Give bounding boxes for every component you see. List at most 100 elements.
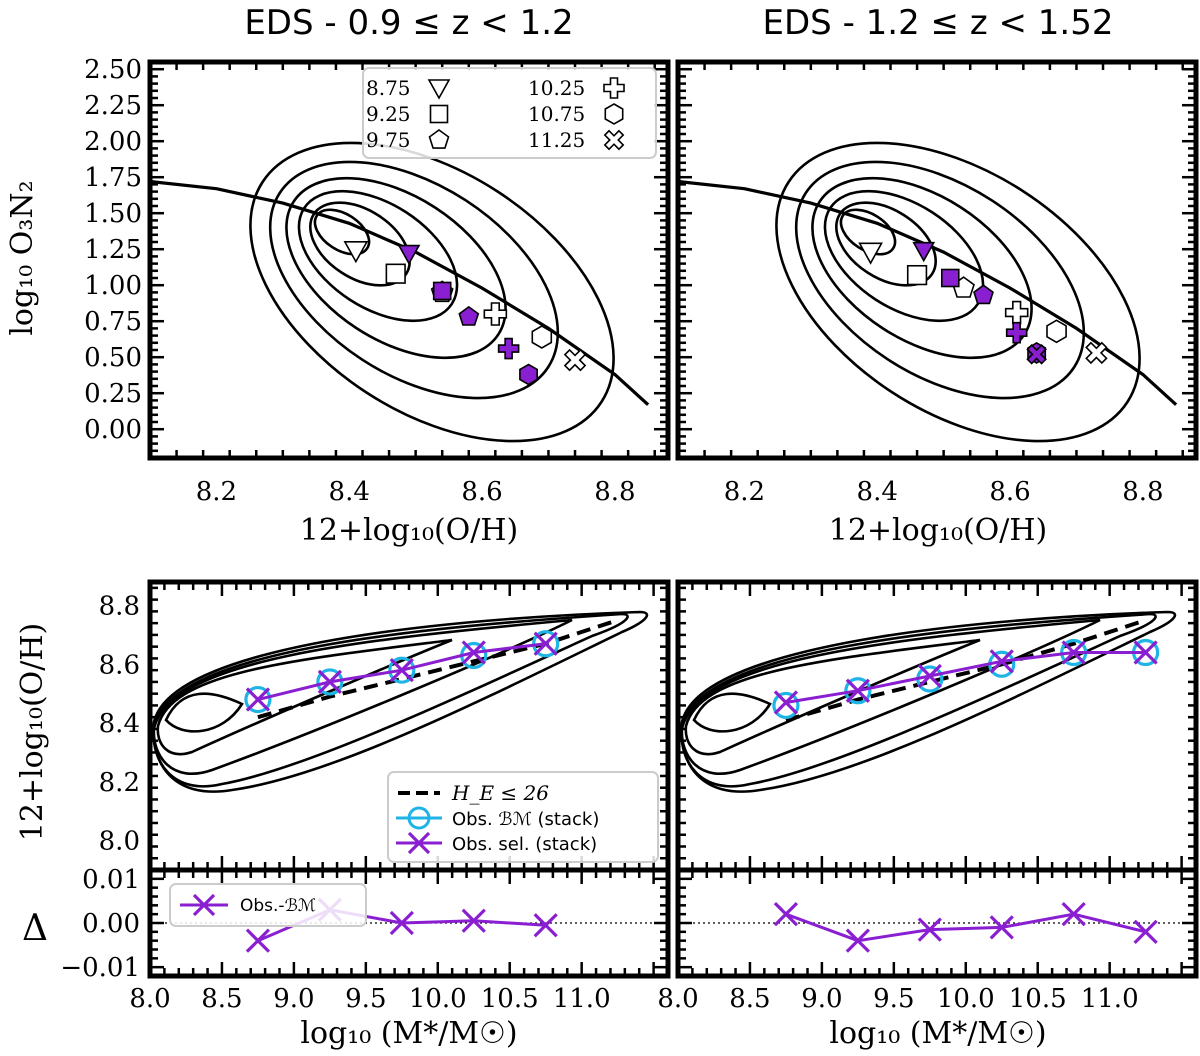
title-left: EDS - 0.9 ≤ z < 1.2 (244, 3, 573, 43)
xlabel-top-left: 12+log₁₀(O/H) (300, 513, 519, 548)
y-tick-label: 0.00 (84, 415, 142, 445)
purple-x-point (317, 669, 342, 695)
y-tick-label: 0.75 (84, 307, 142, 337)
residual-x-point (917, 917, 942, 942)
open-marker-10.75 (1046, 319, 1067, 344)
cyan-circle-point (388, 656, 416, 684)
open-marker-10.75 (531, 325, 553, 349)
residual-x-point (845, 928, 870, 953)
legend-label: 11.25 (528, 128, 585, 152)
legend-marker (428, 129, 450, 149)
residual-x-point (461, 908, 486, 933)
open-marker-10.25 (483, 302, 508, 326)
x-tick-label: 8.0 (129, 984, 170, 1014)
x-tick-label: 9.5 (873, 984, 914, 1014)
open-marker-9.25 (906, 264, 928, 286)
x-tick-label: 8.4 (329, 477, 370, 507)
density-contour (794, 160, 1086, 400)
axes-frame (147, 59, 671, 461)
purple-marker-11.25 (1026, 343, 1047, 365)
purple-marker-10.75 (519, 363, 539, 386)
purple-x-point (917, 663, 942, 689)
purple-x-point (1133, 640, 1158, 665)
purple-marker-9.75 (973, 284, 994, 305)
purple-marker-8.75 (397, 244, 421, 266)
y-tick-label: 2.25 (84, 91, 142, 121)
purple-x-point (245, 687, 271, 712)
y-tick-label: 1.25 (84, 235, 142, 265)
x-tick-label: 8.6 (461, 477, 502, 507)
x-tick-label: 8.2 (196, 477, 237, 507)
panel-bottom-left: 8.0 8.5 9.0 9.5 10.0 10.5 11.0 −0.01 0.00 0.01 Obs… (60, 865, 671, 1014)
density-contour (692, 692, 772, 733)
x-tick-label: 11.0 (1081, 984, 1139, 1014)
open-marker-11.25 (563, 348, 587, 372)
x-tick-label: 9.0 (801, 984, 842, 1014)
legend-label: 9.75 (366, 128, 411, 152)
density-contour (834, 201, 938, 287)
ylabel-bottom-left: Δ (22, 908, 48, 949)
legend-cyan-circle (407, 806, 431, 830)
legend-label: 8.75 (366, 76, 411, 100)
purple-marker-10.25 (497, 337, 520, 360)
open-marker-8.75 (343, 241, 369, 264)
legend-purple-x (407, 831, 431, 855)
cyan-circle-point (244, 685, 272, 714)
legend-marker (604, 103, 624, 125)
residual-x-point (773, 902, 799, 927)
ylabel-mid-left: 12+log₁₀(O/H) (15, 623, 50, 842)
y-tick-label: 0.50 (84, 343, 142, 373)
y-tick-label: 8.4 (99, 709, 140, 739)
axes-frame (675, 579, 1199, 873)
cyan-circle-point (316, 668, 344, 696)
density-contour (680, 618, 1101, 776)
residual-x-point (389, 910, 414, 936)
density-contour (680, 610, 1177, 793)
density-contour (164, 692, 244, 733)
legend-purple-x (192, 893, 216, 917)
axes-frame (675, 59, 1199, 461)
purple-marker-10.25 (1005, 321, 1028, 344)
legend-label: H_E ≤ 26 (451, 781, 549, 805)
open-marker-8.75 (858, 242, 883, 265)
x-tick-label: 8.8 (1122, 477, 1163, 507)
x-tick-label: 10.5 (1009, 984, 1067, 1014)
open-marker-9.25 (385, 263, 406, 284)
open-marker-11.25 (1085, 341, 1108, 365)
purple-x-point (773, 690, 799, 715)
legend-marker (429, 104, 449, 124)
density-contour (156, 638, 453, 756)
density-contour (249, 141, 615, 443)
purple-x-point (1061, 640, 1086, 665)
cyan-circle-point (772, 691, 800, 720)
x-tick-label: 9.0 (273, 984, 314, 1014)
calibration-curve (677, 179, 1178, 406)
residual-x-point (1061, 902, 1086, 927)
open-marker-10.25 (1004, 300, 1029, 325)
y-tick-label: 8.2 (99, 768, 140, 798)
legend-label: Obs. sel. (stack) (452, 834, 597, 855)
legend-label: 10.25 (528, 76, 585, 100)
y-tick-label: 1.75 (84, 163, 142, 193)
y-tick-label: 0.01 (82, 865, 140, 895)
legend-marker (603, 77, 625, 99)
density-contour (313, 208, 371, 256)
legend-label: Obs.-ℬℳ (240, 896, 316, 916)
panel-top-right: 8.2 8.4 8.6 8.8 (675, 59, 1199, 507)
x-tick-label: 8.6 (989, 477, 1030, 507)
residual-x-point (533, 913, 558, 938)
y-tick-label: 8.8 (99, 592, 140, 622)
legend-label: 9.25 (366, 102, 411, 126)
purple-x-point (989, 649, 1014, 674)
density-contour (285, 176, 507, 360)
ylabel-top-left: log₁₀ O₃N₂ (5, 180, 40, 335)
x-tick-label: 8.5 (729, 984, 770, 1014)
panel-mid-left: 8.0 8.2 8.4 8.6 8.8 H_E ≤ 26 Obs. ℬℳ (stack) Ob… (99, 579, 671, 873)
y-tick-label: 1.00 (84, 271, 142, 301)
legend-label: Obs. ℬℳ (stack) (452, 809, 599, 830)
legend-box (387, 771, 659, 863)
legend-label: 10.75 (528, 102, 585, 126)
y-tick-label: 2.50 (84, 55, 142, 85)
density-contour (268, 160, 560, 400)
